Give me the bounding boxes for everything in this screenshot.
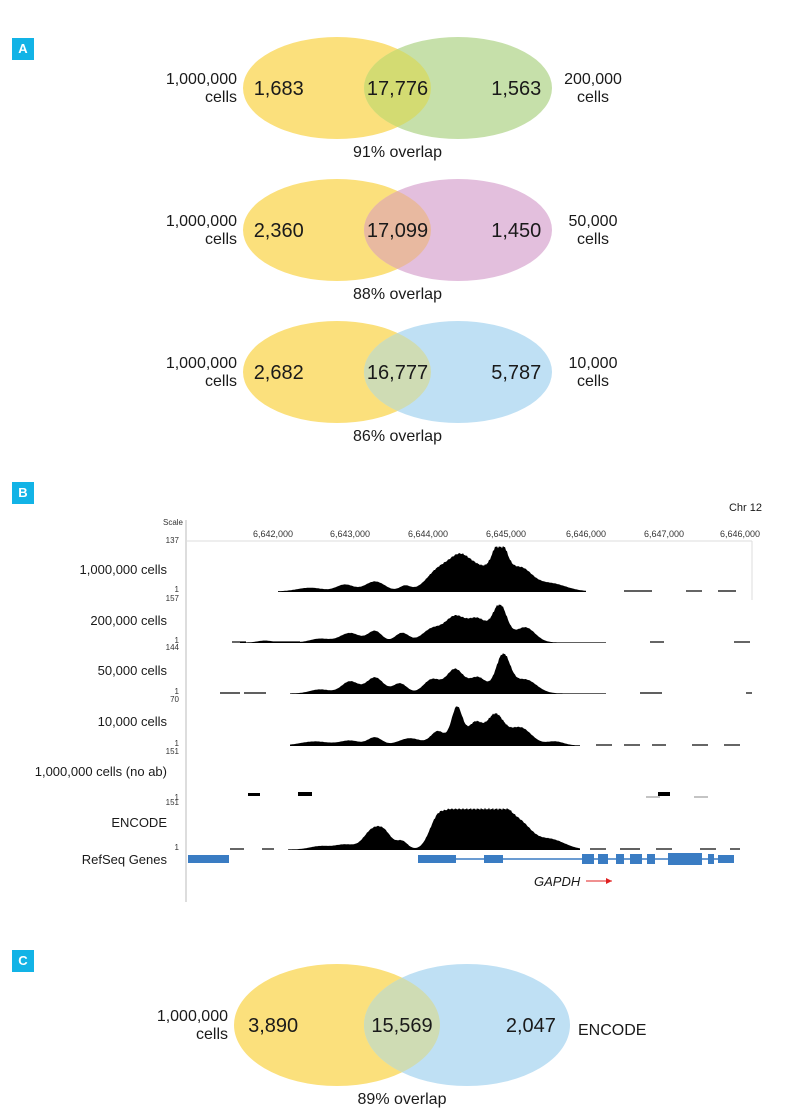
- track-min-value: 1: [175, 585, 180, 594]
- track-label: 50,000 cells: [98, 663, 168, 678]
- track-label: 1,000,000 cells (no ab): [35, 764, 167, 779]
- gene-name-gapdh: GAPDH: [534, 874, 581, 889]
- venn-intersection: [364, 321, 431, 423]
- venn-left-label: 1,000,000: [166, 71, 237, 88]
- track-max-value: 151: [166, 747, 180, 756]
- venn-right-count: 1,563: [491, 78, 541, 100]
- venn-left-count: 2,682: [254, 362, 304, 384]
- x-tick-label: 6,645,000: [486, 529, 526, 539]
- gene-exon: [668, 853, 702, 865]
- gene-exon: [718, 855, 734, 863]
- venn-intersection: [364, 964, 440, 1086]
- track-max-value: 151: [166, 798, 180, 807]
- gene-exon: [418, 855, 456, 863]
- venn-left-label: 1,000,000: [157, 1008, 228, 1025]
- venn-right-label: cells: [577, 373, 609, 390]
- venn-right-label: 50,000: [569, 213, 618, 230]
- x-tick-label: 6,643,000: [330, 529, 370, 539]
- venn-intersection-count: 17,776: [367, 78, 428, 100]
- track-label: ENCODE: [111, 815, 167, 830]
- signal-block: [658, 792, 670, 796]
- track-min-value: 1: [175, 793, 180, 802]
- venn-overlap-percentage: 88% overlap: [353, 286, 442, 303]
- genome-browser: Chr 12 Scale 6,642,000 6,643,000 6,644,000 6,…: [35, 502, 762, 902]
- gene-exon: [484, 855, 503, 863]
- venn-left-label: 1,000,000: [166, 213, 237, 230]
- venn-1m-vs-10k: 2,682 16,777 5,7871,000,000cells10,000cell…: [166, 321, 618, 445]
- track-min-value: 1: [175, 739, 180, 748]
- venn-right-label: 200,000: [564, 71, 622, 88]
- venn-right-count: 1,450: [491, 220, 541, 242]
- track-label: 200,000 cells: [90, 613, 167, 628]
- venn-left-count: 3,890: [248, 1015, 298, 1037]
- x-tick-label: 6,646,000: [720, 529, 760, 539]
- venn-right-label: cells: [577, 231, 609, 248]
- signal-track: [290, 653, 606, 694]
- venn-left-label: cells: [205, 89, 237, 106]
- venn-right-label: cells: [577, 89, 609, 106]
- panel-b-badge: B: [12, 482, 34, 504]
- venn-right-count: 5,787: [491, 362, 541, 384]
- x-tick-label: 6,647,000: [644, 529, 684, 539]
- venn-1m-vs-200k: 1,683 17,776 1,5631,000,000cells200,000cel…: [166, 37, 622, 161]
- signal-track: [290, 706, 580, 746]
- venn-intersection-count: 15,569: [371, 1015, 432, 1037]
- track-min-value: 1: [175, 843, 180, 852]
- gene-exon: [616, 854, 624, 864]
- venn-intersection: [364, 37, 431, 139]
- track-max-value: 137: [166, 536, 180, 545]
- track-label: 10,000 cells: [98, 714, 168, 729]
- venn-right-label: ENCODE: [578, 1022, 646, 1039]
- gene-exon: [708, 854, 714, 864]
- venn-left-count: 2,360: [254, 220, 304, 242]
- track-max-value: 144: [166, 643, 180, 652]
- venn-left-label: cells: [205, 373, 237, 390]
- track-min-value: 1: [175, 687, 180, 696]
- signal-block: [298, 792, 312, 796]
- venn-1m-vs-50k: 2,360 17,099 1,4501,000,000cells50,000cell…: [166, 179, 618, 303]
- track-min-value: 1: [175, 636, 180, 645]
- venn-intersection-count: 16,777: [367, 362, 428, 384]
- signal-track: [240, 604, 606, 643]
- signal-track: [288, 807, 580, 850]
- track-max-value: 157: [166, 594, 180, 603]
- refseq-genes-label: RefSeq Genes: [82, 852, 168, 867]
- venn-left-label: cells: [205, 231, 237, 248]
- venn-overlap-percentage: 86% overlap: [353, 428, 442, 445]
- venn-overlap-percentage: 89% overlap: [358, 1091, 447, 1108]
- venn-left-label: 1,000,000: [166, 355, 237, 372]
- venn-intersection-count: 17,099: [367, 220, 428, 242]
- chromosome-label: Chr 12: [729, 502, 762, 514]
- gene-exon: [188, 855, 229, 863]
- panel-c-badge: C: [12, 950, 34, 972]
- venn-overlap-percentage: 91% overlap: [353, 144, 442, 161]
- x-tick-label: 6,642,000: [253, 529, 293, 539]
- venn-intersection: [364, 179, 431, 281]
- gene-exon: [630, 854, 642, 864]
- panel-a-badge: A: [12, 38, 34, 60]
- signal-block: [248, 793, 260, 796]
- x-tick-label: 6,646,000: [566, 529, 606, 539]
- venn-right-label: 10,000: [569, 355, 618, 372]
- gene-exon: [598, 854, 608, 864]
- x-tick-label: 6,644,000: [408, 529, 448, 539]
- gene-exon: [582, 854, 594, 864]
- track-max-value: 70: [170, 695, 179, 704]
- venn-left-count: 1,683: [254, 78, 304, 100]
- gene-exon: [647, 854, 655, 864]
- scale-label: Scale: [163, 518, 184, 527]
- venn-right-count: 2,047: [506, 1015, 556, 1037]
- venn-left-label: cells: [196, 1026, 228, 1043]
- signal-track: [278, 546, 586, 592]
- track-label: 1,000,000 cells: [80, 562, 168, 577]
